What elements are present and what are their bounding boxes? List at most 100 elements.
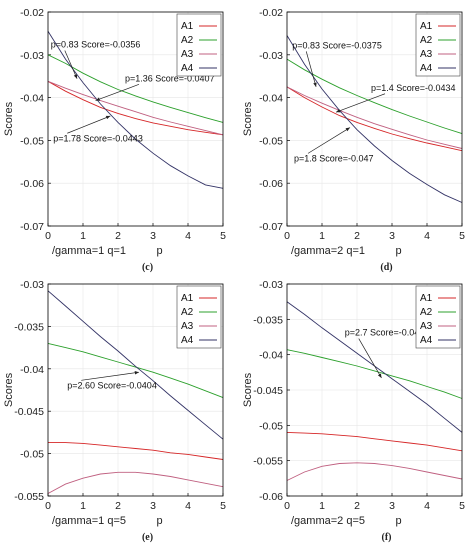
y-tick-label: -0.06 <box>259 178 283 190</box>
legend-label-a2: A2 <box>181 307 194 318</box>
y-tick-label: -0.05 <box>20 135 44 147</box>
y-tick-label: -0.055 <box>14 491 44 503</box>
y-tick-label: -0.04 <box>259 93 283 105</box>
x-axis-label: /gamma=1 q=1 p <box>52 245 163 257</box>
annotation-arrow <box>95 84 140 101</box>
series-line-a4 <box>47 31 224 189</box>
y-axis-label: Scores <box>3 101 15 136</box>
x-tick-label: 5 <box>220 230 226 242</box>
series-line-a1 <box>286 86 463 152</box>
y-tick-label: -0.02 <box>259 7 283 19</box>
y-axis-label: Scores <box>242 101 254 136</box>
series-line-a4 <box>286 35 463 203</box>
annotation-arrowhead <box>95 97 101 101</box>
legend-label-a4: A4 <box>420 63 433 74</box>
chart-panel-3: 0 1 2 3 4 5 -0.06 -0.055 -0.05 -0.045 -0.04 -0.035 -… <box>242 279 465 543</box>
annotation-arrowhead <box>377 373 382 378</box>
series-line-a4 <box>47 290 224 440</box>
y-axis-label: Scores <box>3 372 15 407</box>
panel-caption: (c) <box>142 262 153 273</box>
annotation-arrowhead <box>313 82 317 87</box>
y-tick-label: -0.06 <box>259 491 283 503</box>
annotation-label: p=0.83 Score=-0.0356 <box>51 40 141 50</box>
x-tick-label: 0 <box>45 500 51 512</box>
y-tick-label: -0.05 <box>259 420 283 432</box>
annotation-arrow <box>335 93 386 113</box>
legend-label-a3: A3 <box>181 49 194 60</box>
x-tick-label: 5 <box>459 500 465 512</box>
series-line-a1 <box>286 431 463 452</box>
series-line-a3 <box>286 86 463 149</box>
legend-label-a3: A3 <box>181 321 194 332</box>
annotation-arrow <box>307 127 351 154</box>
legend-label-a3: A3 <box>420 49 433 60</box>
series-line-a3 <box>47 80 224 136</box>
annotation-label: p=0.83 Score=-0.0375 <box>292 40 382 50</box>
legend-box <box>415 13 461 77</box>
x-tick-label: 1 <box>319 230 325 242</box>
x-tick-label: 0 <box>45 230 51 242</box>
annotation-label: p=2.60 Score=-0.0404 <box>67 380 157 390</box>
x-tick-label: 2 <box>115 500 121 512</box>
annotation-arrowhead <box>134 371 139 375</box>
annotation-arrow <box>67 115 111 134</box>
legend-label-a3: A3 <box>420 321 433 332</box>
series-line-a1 <box>48 442 224 460</box>
x-tick-label: 1 <box>80 230 86 242</box>
legend-box <box>176 285 222 349</box>
legend: A1 A2 A3 A4 <box>415 285 461 349</box>
series-line-a2 <box>47 54 224 123</box>
y-tick-label: -0.045 <box>253 385 283 397</box>
legend-box <box>176 13 222 77</box>
plot-frame <box>286 11 463 227</box>
legend-label-a2: A2 <box>420 35 433 46</box>
series-line-a2 <box>286 58 463 135</box>
y-tick-label: -0.06 <box>20 178 44 190</box>
series-line-a2 <box>286 349 463 399</box>
annotation-label: p=1.36 Score=-0.0407 <box>125 73 215 83</box>
x-tick-label: 1 <box>319 500 325 512</box>
legend-label-a2: A2 <box>420 307 433 318</box>
y-tick-label: -0.05 <box>259 135 283 147</box>
y-tick-label: -0.02 <box>20 7 44 19</box>
annotation-arrow <box>358 338 382 379</box>
annotation-arrowhead <box>336 109 341 113</box>
annotation-label: p=1.8 Score=-0.047 <box>294 153 374 163</box>
annotation-arrow <box>305 51 317 87</box>
legend-label-a1: A1 <box>181 293 194 304</box>
y-tick-label: -0.03 <box>20 50 44 62</box>
y-tick-label: -0.03 <box>259 279 283 291</box>
legend-box <box>415 285 461 349</box>
y-tick-label: -0.04 <box>20 364 44 376</box>
series-line-a1 <box>47 80 224 136</box>
legend-label-a1: A1 <box>420 293 433 304</box>
panel-caption: (f) <box>382 532 392 543</box>
x-tick-label: 4 <box>185 500 191 512</box>
legend: A1 A2 A3 A4 <box>176 13 222 77</box>
chart-panel-1: 0 1 2 3 4 5 -0.07 -0.06 -0.05 -0.04 -0.03 -0.02 p=0.… <box>242 7 465 273</box>
legend: A1 A2 A3 A4 <box>176 285 222 349</box>
y-axis-label: Scores <box>242 372 254 407</box>
x-axis-label: /gamma=2 q=1 p <box>291 245 402 257</box>
legend-label-a1: A1 <box>420 21 433 32</box>
legend-label-a1: A1 <box>181 21 194 32</box>
x-axis-label: /gamma=1 q=5 p <box>52 515 163 527</box>
x-tick-label: 5 <box>220 500 226 512</box>
legend-label-a4: A4 <box>181 63 194 74</box>
y-tick-label: -0.03 <box>20 279 44 291</box>
plot-frame <box>47 11 224 227</box>
series-line-a3 <box>286 462 463 481</box>
legend-label-a2: A2 <box>181 35 194 46</box>
x-tick-label: 3 <box>150 500 156 512</box>
x-tick-label: 5 <box>459 230 465 242</box>
y-tick-label: -0.055 <box>253 456 283 468</box>
annotation-label: p=1.4 Score=-0.0434 <box>371 83 456 93</box>
y-tick-label: -0.035 <box>253 314 283 326</box>
x-tick-label: 4 <box>424 230 430 242</box>
x-tick-label: 3 <box>150 230 156 242</box>
annotation-arrowhead <box>105 115 111 120</box>
x-tick-label: 0 <box>284 230 290 242</box>
annotation-label: p=1.78 Score=-0.0443 <box>53 133 143 143</box>
annotation-label: p=2.7 Score=-0.0433 <box>345 328 430 338</box>
